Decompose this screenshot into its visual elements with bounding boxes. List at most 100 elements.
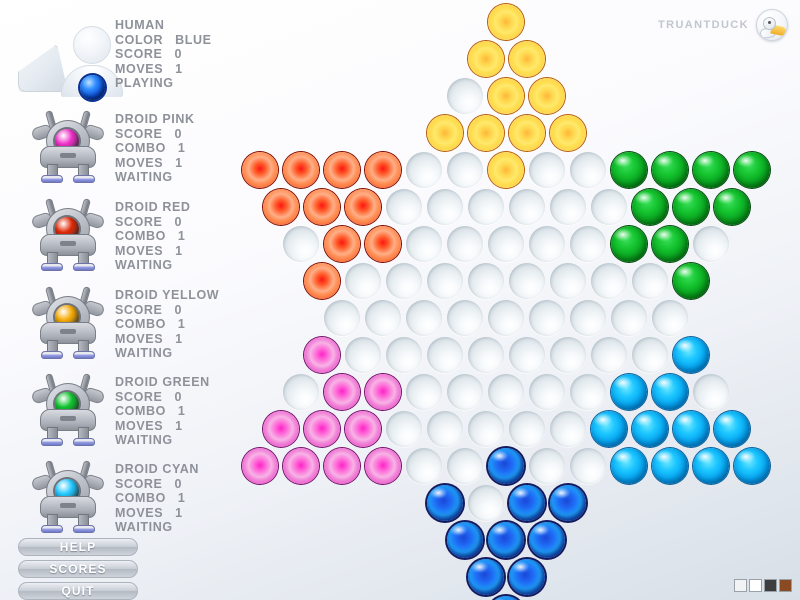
board-hole[interactable] (467, 189, 504, 225)
board-hole[interactable] (529, 448, 565, 484)
board-piece-green[interactable] (652, 152, 688, 188)
board-piece-yellow[interactable] (508, 41, 545, 77)
board-piece-red[interactable] (283, 152, 319, 188)
board-hole[interactable] (549, 411, 586, 447)
board-hole[interactable] (283, 374, 319, 410)
board-piece-red[interactable] (365, 152, 401, 188)
board-piece-yellow[interactable] (549, 115, 586, 151)
board-piece-green[interactable] (734, 152, 770, 188)
board-hole[interactable] (590, 189, 627, 225)
board-hole[interactable] (467, 411, 504, 447)
board-hole[interactable] (426, 189, 463, 225)
board-hole[interactable] (508, 337, 545, 373)
board-hole[interactable] (406, 152, 442, 188)
board-hole[interactable] (467, 485, 504, 521)
board-hole[interactable] (590, 263, 627, 299)
board-hole[interactable] (447, 78, 483, 114)
board-hole[interactable] (385, 411, 422, 447)
board-piece-red[interactable] (262, 189, 299, 225)
board-piece-yellow[interactable] (488, 78, 524, 114)
board-hole[interactable] (488, 226, 524, 262)
board-hole[interactable] (529, 226, 565, 262)
board-piece-red[interactable] (324, 152, 360, 188)
board-hole[interactable] (488, 374, 524, 410)
board-hole[interactable] (426, 411, 463, 447)
board-hole[interactable] (406, 448, 442, 484)
board-piece-cyan[interactable] (652, 374, 688, 410)
board-piece-green[interactable] (611, 226, 647, 262)
board-hole[interactable] (631, 337, 668, 373)
board-hole[interactable] (447, 300, 483, 336)
board-hole[interactable] (324, 300, 360, 336)
board-hole[interactable] (385, 263, 422, 299)
board-hole[interactable] (385, 189, 422, 225)
board-hole[interactable] (406, 226, 442, 262)
board-hole[interactable] (426, 337, 463, 373)
board-piece-red[interactable] (365, 226, 401, 262)
board-hole[interactable] (447, 152, 483, 188)
board-piece-pink[interactable] (303, 337, 340, 373)
board-hole[interactable] (488, 300, 524, 336)
board-hole[interactable] (693, 374, 729, 410)
board-hole[interactable] (570, 300, 606, 336)
board-hole[interactable] (529, 374, 565, 410)
board-piece-cyan[interactable] (652, 448, 688, 484)
board-hole[interactable] (467, 337, 504, 373)
board-piece-cyan[interactable] (672, 337, 709, 373)
board-hole[interactable] (508, 189, 545, 225)
board-piece-green[interactable] (611, 152, 647, 188)
board-piece-yellow[interactable] (467, 115, 504, 151)
board-piece-blue[interactable] (426, 485, 463, 521)
board-piece-cyan[interactable] (693, 448, 729, 484)
board-hole[interactable] (611, 300, 647, 336)
board-piece-blue[interactable] (488, 522, 524, 558)
board-piece-red[interactable] (303, 263, 340, 299)
board-piece-blue[interactable] (508, 485, 545, 521)
board-piece-pink[interactable] (283, 448, 319, 484)
board-piece-cyan[interactable] (672, 411, 709, 447)
board-piece-blue[interactable] (488, 448, 524, 484)
board-hole[interactable] (447, 226, 483, 262)
board-hole[interactable] (570, 152, 606, 188)
board-hole[interactable] (406, 300, 442, 336)
board-piece-cyan[interactable] (611, 374, 647, 410)
board-piece-blue[interactable] (529, 522, 565, 558)
board-hole[interactable] (385, 337, 422, 373)
board-hole[interactable] (447, 374, 483, 410)
board-piece-blue[interactable] (549, 485, 586, 521)
board-piece-cyan[interactable] (713, 411, 750, 447)
board-piece-red[interactable] (324, 226, 360, 262)
board-hole[interactable] (693, 226, 729, 262)
board-hole[interactable] (590, 337, 627, 373)
board-piece-pink[interactable] (303, 411, 340, 447)
board-piece-pink[interactable] (324, 374, 360, 410)
board-hole[interactable] (549, 189, 586, 225)
board-hole[interactable] (447, 448, 483, 484)
board-piece-blue[interactable] (447, 522, 483, 558)
board-hole[interactable] (549, 263, 586, 299)
board-piece-cyan[interactable] (611, 448, 647, 484)
board-hole[interactable] (508, 411, 545, 447)
board-piece-yellow[interactable] (508, 115, 545, 151)
board-hole[interactable] (529, 152, 565, 188)
board-hole[interactable] (570, 374, 606, 410)
board-hole[interactable] (467, 263, 504, 299)
board-piece-pink[interactable] (365, 374, 401, 410)
board-hole[interactable] (406, 374, 442, 410)
board-hole[interactable] (529, 300, 565, 336)
board-piece-red[interactable] (303, 189, 340, 225)
board-piece-red[interactable] (344, 189, 381, 225)
board-hole[interactable] (549, 337, 586, 373)
board-hole[interactable] (344, 337, 381, 373)
board-piece-green[interactable] (672, 263, 709, 299)
board-piece-yellow[interactable] (488, 152, 524, 188)
board-piece-blue[interactable] (467, 559, 504, 595)
board-piece-yellow[interactable] (529, 78, 565, 114)
board-piece-pink[interactable] (365, 448, 401, 484)
board-piece-cyan[interactable] (590, 411, 627, 447)
board-piece-yellow[interactable] (488, 4, 524, 40)
board-piece-green[interactable] (652, 226, 688, 262)
board-piece-pink[interactable] (324, 448, 360, 484)
board-piece-cyan[interactable] (631, 411, 668, 447)
